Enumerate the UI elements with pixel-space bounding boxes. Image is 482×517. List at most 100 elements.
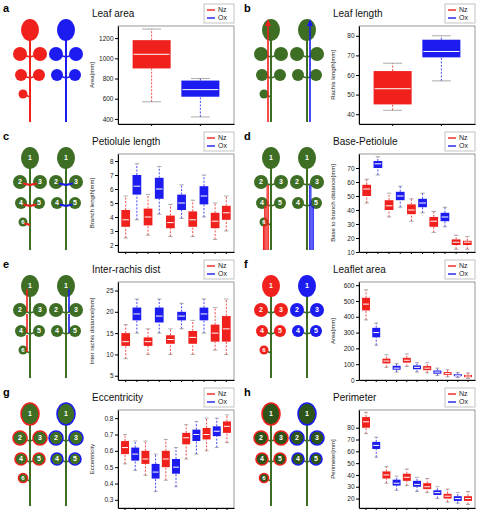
box <box>413 477 421 491</box>
whisker-cap-low <box>376 175 380 176</box>
y-tick-mark <box>356 317 359 318</box>
box-body <box>413 365 421 369</box>
whisker-cap-high <box>124 324 128 325</box>
x-tick <box>136 252 137 254</box>
box <box>213 418 221 447</box>
box-body <box>222 206 231 220</box>
y-axis-title: Area[mm] <box>330 318 336 344</box>
leaflet <box>69 47 83 61</box>
y-tick-mark <box>115 203 118 204</box>
box-body <box>121 210 130 227</box>
leaf-illustration: 12345 <box>49 147 83 250</box>
whisker-cap-high <box>395 476 399 477</box>
y-tick: 70 <box>347 52 359 59</box>
box-body <box>444 494 452 499</box>
whisker-cap-low <box>415 491 419 492</box>
leaflet <box>260 346 269 355</box>
box-median <box>394 368 400 369</box>
whisker-low <box>366 428 367 434</box>
y-tick-label: 0.6 <box>104 447 113 454</box>
y-tick-label: 15 <box>106 330 114 337</box>
x-tick-mark <box>411 252 412 254</box>
whisker-cap-low <box>456 503 460 504</box>
box-median <box>145 341 152 342</box>
box-body <box>222 316 231 342</box>
leaflet-label: 4 <box>55 327 59 334</box>
box-body <box>121 441 129 454</box>
box-body <box>413 481 421 487</box>
y-tick-mark <box>115 451 118 452</box>
whisker-high <box>203 175 204 186</box>
x-tick <box>366 380 367 382</box>
whisker-cap-high <box>213 203 217 204</box>
x-tick-mark <box>125 380 126 382</box>
box <box>223 415 231 443</box>
legend: NzOx <box>445 388 475 407</box>
box-body <box>188 211 197 226</box>
measure-line <box>312 206 313 250</box>
y-tick-mark <box>115 354 118 355</box>
legend-label: Ox <box>218 270 227 277</box>
box <box>177 185 186 219</box>
whisker-low <box>377 168 378 175</box>
x-tick-mark <box>165 508 166 510</box>
panel: f12345612345Leaflet area0100200300400500… <box>244 258 476 384</box>
marks <box>121 164 230 240</box>
leaflet <box>15 325 27 337</box>
x-tick <box>427 380 428 382</box>
legend-swatch <box>448 9 456 10</box>
x-tick <box>226 252 227 254</box>
measure-line <box>30 184 37 186</box>
figure: aLeaf area40060080010001200Area[mm]NzOxb… <box>0 0 482 517</box>
leaflet-label: 5 <box>37 199 41 206</box>
whisker-low <box>376 337 377 345</box>
y-tick-label: 60 <box>347 179 355 186</box>
leaflet-label: 1 <box>269 410 273 417</box>
whisker-cap-low <box>135 219 139 220</box>
x-tick-mark <box>392 124 393 126</box>
y-axis: 20304050607080 <box>347 411 359 509</box>
box <box>418 193 427 213</box>
plot-frame <box>359 410 475 508</box>
measure-line <box>24 205 31 207</box>
whisker-high <box>406 354 407 358</box>
whisker-low <box>145 464 146 475</box>
box-body <box>223 421 231 432</box>
box-median <box>424 486 430 487</box>
whisker-high <box>377 157 378 161</box>
box-body <box>393 480 401 486</box>
box-median <box>212 333 219 334</box>
whisker-cap-high <box>364 289 368 290</box>
whisker-low <box>406 363 407 367</box>
leaflet-label: 3 <box>74 306 78 313</box>
box-median <box>404 477 410 478</box>
y-axis: 4050607080 <box>347 27 359 125</box>
whisker-cap-high <box>157 299 161 300</box>
x-tick <box>203 252 204 254</box>
box <box>382 467 390 484</box>
whisker-low <box>456 245 457 249</box>
box-body <box>372 442 380 449</box>
leaflet <box>292 453 304 465</box>
whisker-high <box>400 186 401 192</box>
leaflet <box>51 69 63 81</box>
y-tick-mark <box>356 499 359 500</box>
box-body <box>362 185 371 196</box>
leaflet-label: 3 <box>38 306 42 313</box>
whisker-high <box>125 325 126 334</box>
y-tick-mark <box>115 435 118 436</box>
panel: h12345612345Perimeter20304050607080Perim… <box>244 386 476 510</box>
marks <box>121 299 230 359</box>
box-body <box>362 298 370 311</box>
leaflet-label: 6 <box>262 219 266 225</box>
measure-line <box>264 206 265 250</box>
legend-frame <box>204 132 234 151</box>
whisker-low <box>441 57 442 81</box>
leaflet-label: 2 <box>259 434 263 441</box>
x-tick <box>181 380 182 382</box>
whisker-cap-high <box>202 299 206 300</box>
whisker-high <box>386 467 387 472</box>
legend-swatch <box>448 265 456 266</box>
whisker-cap-low <box>202 217 206 218</box>
marks <box>374 36 461 110</box>
